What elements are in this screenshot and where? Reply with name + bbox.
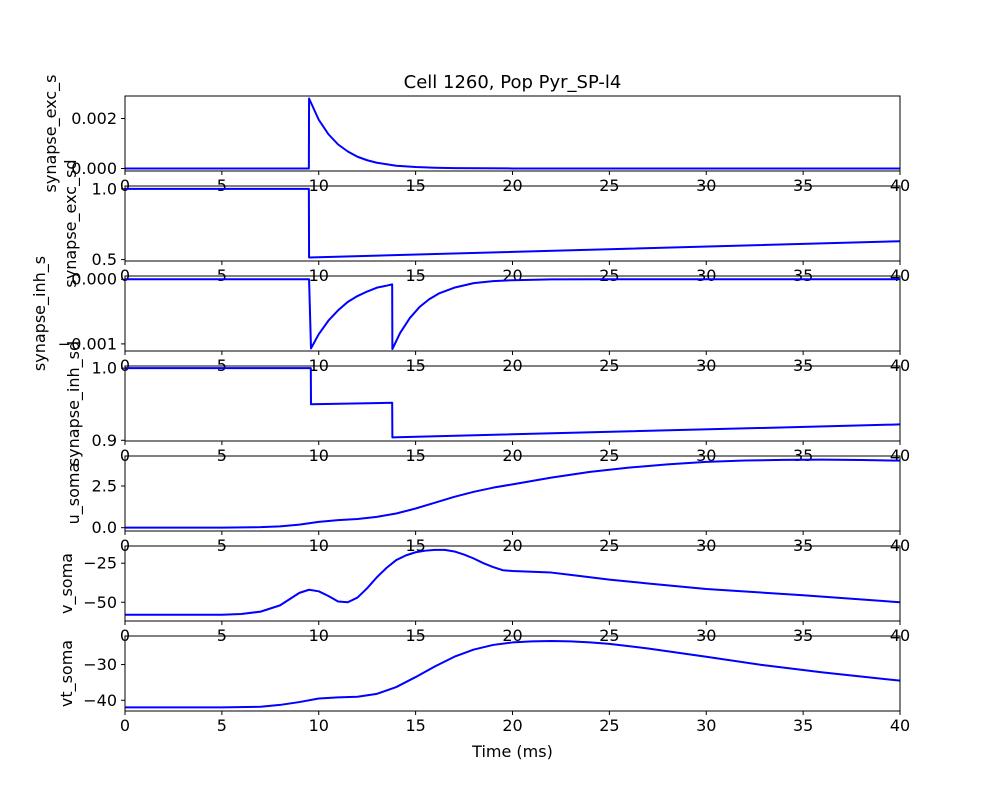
subplot-5: 0 5 10 15 20 25 30 35 400.02.5u_soma (64, 455, 910, 555)
x-tick-label: 35 (793, 716, 813, 735)
y-tick-label: 0.002 (71, 109, 117, 128)
x-tick-label: 10 (309, 716, 329, 735)
y-axis-label: synapse_exc_sd (61, 159, 81, 287)
y-tick-label: 0.000 (71, 270, 117, 289)
y-tick-label: 0.5 (92, 250, 117, 269)
y-axis-label: synapse_exc_s (41, 75, 61, 193)
figure-title: Cell 1260, Pop Pyr_SP-l4 (404, 72, 622, 93)
y-tick-label: −50 (83, 593, 117, 612)
axes-frame (124, 365, 901, 442)
axes-frame (124, 545, 901, 622)
x-axis-label: Time (ms) (471, 742, 553, 761)
y-tick-label: 0.0 (92, 518, 117, 537)
y-axis-label: u_soma (64, 463, 84, 525)
series-line-7-1 (125, 640, 901, 709)
y-axis-label: synapse_inh_s (30, 256, 50, 371)
y-tick-label: −30 (83, 655, 117, 674)
axes-frame (124, 275, 901, 352)
y-tick-label: 2.5 (92, 477, 117, 496)
subplot-stack: 0 5 10 15 20 25 30 35 40 0.000 0.002 synapse_exc_s 0… (30, 75, 910, 735)
x-tick-label: 25 (599, 716, 619, 735)
x-tick-label: 40 (890, 716, 910, 735)
axes-frame (124, 95, 901, 172)
series-line-4-1 (125, 367, 901, 439)
y-tick-label: 0.000 (71, 159, 117, 178)
series-line-5-1 (125, 458, 901, 529)
x-tick-label: 0 (120, 716, 130, 735)
axes-frame (124, 185, 901, 262)
y-axis-label: v_soma (57, 553, 77, 614)
x-tick-label: 30 (696, 716, 716, 735)
y-tick-label: −25 (83, 554, 117, 573)
y-tick-label: 1.0 (92, 179, 117, 198)
subplot-7: 0 5 10 15 20 25 30 35 40 −30 −40 vt_soma (57, 635, 910, 735)
y-tick-label: 0.9 (92, 431, 117, 450)
series-line-2-1 (125, 187, 901, 259)
y-axis-label: synapse_inh_sd (64, 341, 84, 466)
axes-frame (124, 455, 901, 532)
y-tick-label: −0.001 (58, 334, 117, 353)
series-line-6-1 (125, 548, 901, 616)
y-tick-label: 1.0 (92, 359, 117, 378)
x-tick-label: 15 (405, 716, 425, 735)
axes-frame (124, 635, 901, 712)
series-line-3-1 (125, 278, 900, 351)
y-axis-label: vt_soma (57, 640, 77, 707)
subplot-6: 0 5 10 15 20 25 30 35 40−25−50v_soma (57, 545, 910, 645)
y-tick-label: −40 (83, 691, 117, 710)
x-tick-label: 20 (502, 716, 522, 735)
x-tick-label: 5 (217, 716, 227, 735)
series-line-1-1 (125, 97, 900, 170)
